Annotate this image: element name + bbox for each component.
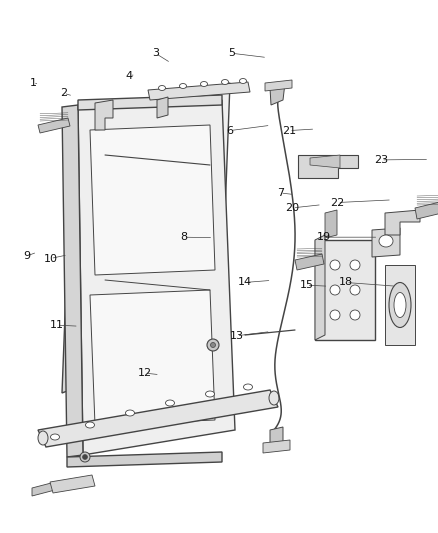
Polygon shape — [157, 97, 168, 118]
Polygon shape — [263, 440, 290, 453]
Polygon shape — [315, 240, 375, 340]
Text: 10: 10 — [43, 254, 57, 263]
Polygon shape — [372, 228, 400, 257]
Polygon shape — [32, 482, 55, 496]
Polygon shape — [90, 290, 215, 425]
Polygon shape — [78, 95, 222, 110]
Text: 9: 9 — [24, 251, 31, 261]
Ellipse shape — [350, 310, 360, 320]
Polygon shape — [385, 265, 415, 345]
Polygon shape — [270, 83, 285, 105]
Polygon shape — [75, 83, 230, 388]
Ellipse shape — [205, 391, 215, 397]
Ellipse shape — [207, 339, 219, 351]
Text: 1: 1 — [29, 78, 36, 87]
Ellipse shape — [379, 235, 393, 247]
Polygon shape — [385, 210, 420, 235]
Ellipse shape — [180, 84, 187, 88]
Text: 22: 22 — [330, 198, 344, 207]
Ellipse shape — [38, 431, 48, 445]
Ellipse shape — [211, 343, 215, 348]
Text: 2: 2 — [60, 88, 67, 98]
Polygon shape — [95, 100, 113, 130]
Polygon shape — [78, 100, 235, 455]
Text: 14: 14 — [237, 278, 251, 287]
Ellipse shape — [330, 260, 340, 270]
Ellipse shape — [80, 452, 90, 462]
Text: 4: 4 — [126, 71, 133, 80]
Ellipse shape — [166, 400, 174, 406]
Text: 21: 21 — [282, 126, 296, 135]
Polygon shape — [310, 155, 340, 168]
Polygon shape — [315, 235, 325, 340]
Ellipse shape — [240, 78, 247, 84]
Polygon shape — [415, 202, 438, 219]
Text: 20: 20 — [286, 203, 300, 213]
Polygon shape — [148, 82, 250, 100]
Ellipse shape — [126, 410, 134, 416]
Polygon shape — [325, 210, 337, 238]
Ellipse shape — [244, 384, 252, 390]
Ellipse shape — [350, 260, 360, 270]
Polygon shape — [295, 254, 324, 270]
Text: 5: 5 — [229, 49, 236, 58]
Ellipse shape — [389, 282, 411, 327]
Text: 15: 15 — [300, 280, 314, 290]
Ellipse shape — [82, 455, 88, 459]
Polygon shape — [90, 125, 215, 275]
Polygon shape — [38, 390, 278, 447]
Text: 3: 3 — [152, 49, 159, 58]
Polygon shape — [270, 427, 283, 446]
Ellipse shape — [222, 79, 229, 85]
Text: 23: 23 — [374, 155, 388, 165]
Text: 19: 19 — [317, 232, 331, 242]
Ellipse shape — [330, 285, 340, 295]
Ellipse shape — [50, 434, 60, 440]
Text: 13: 13 — [230, 331, 244, 341]
Text: 11: 11 — [50, 320, 64, 330]
Ellipse shape — [159, 85, 166, 91]
Ellipse shape — [394, 293, 406, 318]
Text: 8: 8 — [180, 232, 187, 242]
Polygon shape — [62, 128, 85, 393]
Ellipse shape — [330, 310, 340, 320]
Polygon shape — [265, 80, 292, 91]
Text: 7: 7 — [277, 188, 284, 198]
Polygon shape — [38, 118, 70, 133]
Ellipse shape — [269, 391, 279, 405]
Ellipse shape — [350, 285, 360, 295]
Polygon shape — [298, 155, 358, 178]
Polygon shape — [62, 105, 83, 457]
Polygon shape — [50, 475, 95, 493]
Text: 18: 18 — [339, 278, 353, 287]
Ellipse shape — [85, 422, 95, 428]
Ellipse shape — [201, 82, 208, 86]
Text: 12: 12 — [138, 368, 152, 378]
Text: 6: 6 — [226, 126, 233, 135]
Polygon shape — [67, 452, 222, 467]
